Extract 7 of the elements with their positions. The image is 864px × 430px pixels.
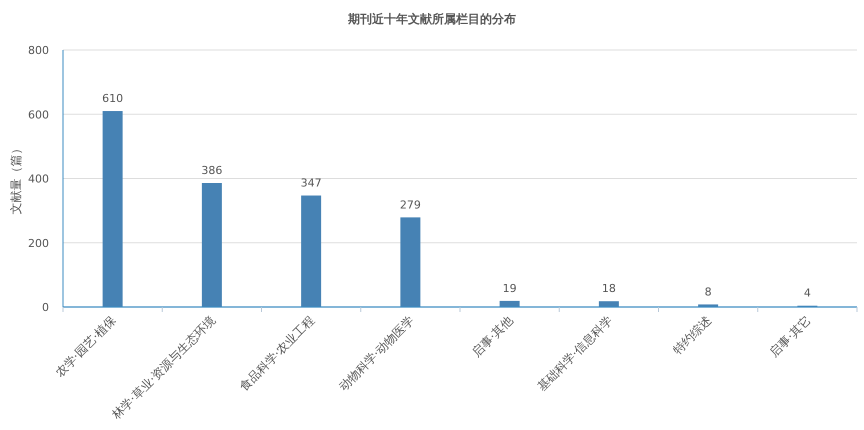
- y-tick-label: 800: [28, 44, 49, 57]
- y-tick-label: 200: [28, 236, 49, 250]
- ylabel: 文献量（篇）: [9, 142, 23, 214]
- y-tick-label: 400: [28, 172, 49, 186]
- title: 期刊近十年文献所属栏目的分布: [348, 12, 516, 26]
- y-tick-label: 600: [28, 108, 49, 122]
- y-tick-label: 0: [42, 301, 49, 314]
